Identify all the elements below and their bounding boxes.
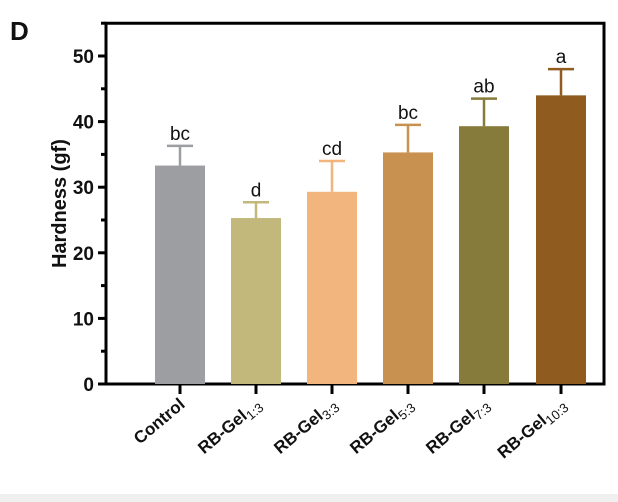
significance-letter: a [556,47,567,68]
x-tick-label-base: Control [130,395,189,448]
y-tick-label: 0 [83,375,94,396]
x-tick-label: RB-Gel3:3 [270,395,342,461]
bar [155,165,205,384]
significance-letter: bc [398,103,418,124]
bar [536,95,586,385]
significance-letter: bc [170,124,190,145]
significance-letter: ab [473,77,494,98]
x-tick-label-base: RB-Gel [422,406,478,458]
y-tick-label: 20 [73,244,94,265]
x-tick-label: RB-Gel5:3 [346,395,418,461]
x-tick-label: RB-Gel1:3 [194,395,266,461]
x-tick-label-base: RB-Gel [494,411,550,463]
bottom-border [0,494,618,502]
x-tick-label-base: RB-Gel [194,406,250,458]
plot-frame [104,21,606,386]
x-tick-label: RB-Gel7:3 [422,395,494,461]
significance-letter: cd [322,139,342,160]
x-tick-label: Control [130,395,189,448]
bar [383,152,433,384]
x-tick-label: RB-Gel10:3 [494,395,572,465]
x-tick-label-base: RB-Gel [270,406,326,458]
bar [459,126,509,384]
bar [307,191,357,384]
panel-label: D [10,16,29,46]
bar [231,218,281,384]
y-tick-label: 50 [73,47,94,68]
y-tick-label: 30 [73,178,94,199]
x-tick-label-base: RB-Gel [346,406,402,458]
y-tick-label: 40 [73,113,94,134]
significance-letter: d [251,180,262,201]
y-axis-label: Hardness (gf) [49,139,71,268]
y-tick-label: 10 [73,309,94,330]
